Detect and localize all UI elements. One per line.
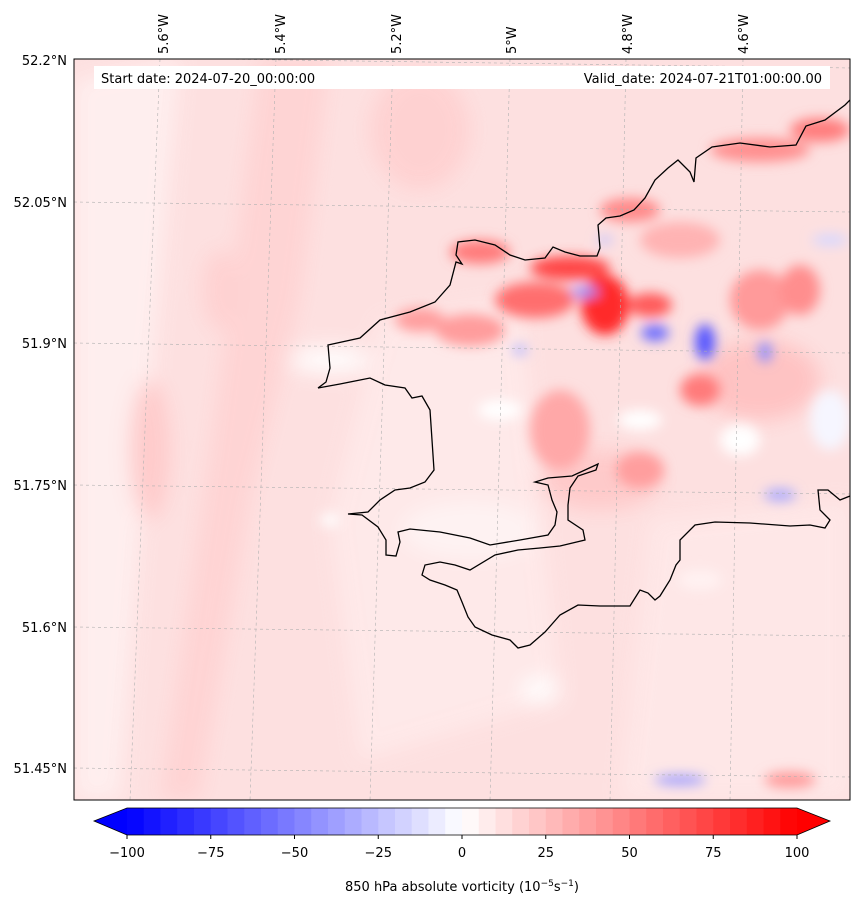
colorbar-cell — [612, 808, 631, 835]
colorbar-min-arrow — [94, 808, 127, 835]
colorbar-cells — [127, 808, 798, 835]
colorbar-cell — [562, 808, 580, 835]
colorbar-tick-label: −100 — [109, 846, 145, 861]
colorbar-cell — [445, 808, 463, 835]
colorbar-cell — [127, 808, 145, 835]
colorbar-tick-label: 75 — [705, 846, 722, 861]
latitude-labels: 52.2°N 52.05°N 51.9°N 51.75°N 51.6°N 51.… — [14, 54, 67, 777]
colorbar-cell — [143, 808, 162, 835]
colorbar-tick-label: 100 — [785, 846, 810, 861]
colorbar-cell — [378, 808, 396, 835]
colorbar-cell — [629, 808, 647, 835]
colorbar-cell — [495, 808, 513, 835]
colorbar: −100 −75 −50 −25 0 25 50 75 100 850 hPa … — [92, 807, 832, 895]
colorbar-cell — [160, 808, 178, 835]
map-frame — [73, 58, 851, 801]
date-banner — [94, 66, 830, 89]
lat-label-51.6N: 51.6°N — [22, 621, 67, 636]
colorbar-cell — [713, 808, 731, 835]
colorbar-cell — [361, 808, 379, 835]
colorbar-cell — [646, 808, 664, 835]
colorbar-cell — [780, 808, 798, 835]
lon-label-5.2W: 5.2°W — [390, 14, 405, 54]
colorbar-cell — [428, 808, 446, 835]
colorbar-cell — [177, 808, 195, 835]
colorbar-cell — [462, 808, 480, 835]
colorbar-cell — [478, 808, 497, 835]
colorbar-tick-label: 25 — [537, 846, 554, 861]
colorbar-label: 850 hPa absolute vorticity (10−5s−1) — [345, 879, 579, 895]
lat-label-51.9N: 51.9°N — [22, 337, 67, 352]
colorbar-cell — [730, 808, 748, 835]
colorbar-cell — [545, 808, 564, 835]
colorbar-cell — [294, 808, 312, 835]
lat-label-52.2N: 52.2°N — [22, 54, 67, 69]
colorbar-cell — [579, 808, 597, 835]
colorbar-tick-label: 50 — [621, 846, 638, 861]
colorbar-tick-label: 0 — [458, 846, 466, 861]
colorbar-cell — [746, 808, 765, 835]
colorbar-cell — [596, 808, 614, 835]
coastline — [317, 99, 850, 649]
colorbar-cell — [328, 808, 346, 835]
colorbar-cell — [696, 808, 714, 835]
colorbar-tick-label: −75 — [197, 846, 224, 861]
longitude-labels: 5.6°W 5.4°W 5.2°W 5°W 4.8°W 4.6°W — [157, 14, 752, 54]
colorbar-cell — [512, 808, 530, 835]
colorbar-max-arrow — [797, 808, 830, 835]
colorbar-cell — [663, 808, 681, 835]
colorbar-cell — [210, 808, 229, 835]
colorbar-cell — [395, 808, 413, 835]
graticule — [74, 59, 850, 800]
lat-label-52.05N: 52.05°N — [14, 196, 67, 211]
lon-label-5.4W: 5.4°W — [274, 14, 289, 54]
colorbar-cell — [194, 808, 212, 835]
lon-label-5W: 5°W — [505, 26, 520, 54]
colorbar-tick-label: −25 — [365, 846, 392, 861]
lat-label-51.45N: 51.45°N — [14, 762, 67, 777]
lon-label-4.8W: 4.8°W — [621, 14, 636, 54]
colorbar-cell — [344, 808, 363, 835]
colorbar-cell — [261, 808, 279, 835]
colorbar-cell — [763, 808, 781, 835]
colorbar-cell — [311, 808, 329, 835]
colorbar-tick-label: −50 — [281, 846, 308, 861]
colorbar-ticks: −100 −75 −50 −25 0 25 50 75 100 — [109, 835, 809, 861]
start-date-label: Start date: 2024-07-20_00:00:00 — [101, 72, 315, 87]
lon-label-4.6W: 4.6°W — [737, 14, 752, 54]
colorbar-cell — [227, 808, 245, 835]
lon-label-5.6W: 5.6°W — [157, 14, 172, 54]
valid-date-label: Valid_date: 2024-07-21T01:00:00.00 — [584, 72, 822, 87]
colorbar-cell — [244, 808, 262, 835]
colorbar-cell — [277, 808, 296, 835]
vorticity-field — [74, 59, 850, 800]
colorbar-cell — [529, 808, 547, 835]
colorbar-cell — [411, 808, 430, 835]
colorbar-cell — [679, 808, 698, 835]
lat-label-51.75N: 51.75°N — [14, 479, 67, 494]
